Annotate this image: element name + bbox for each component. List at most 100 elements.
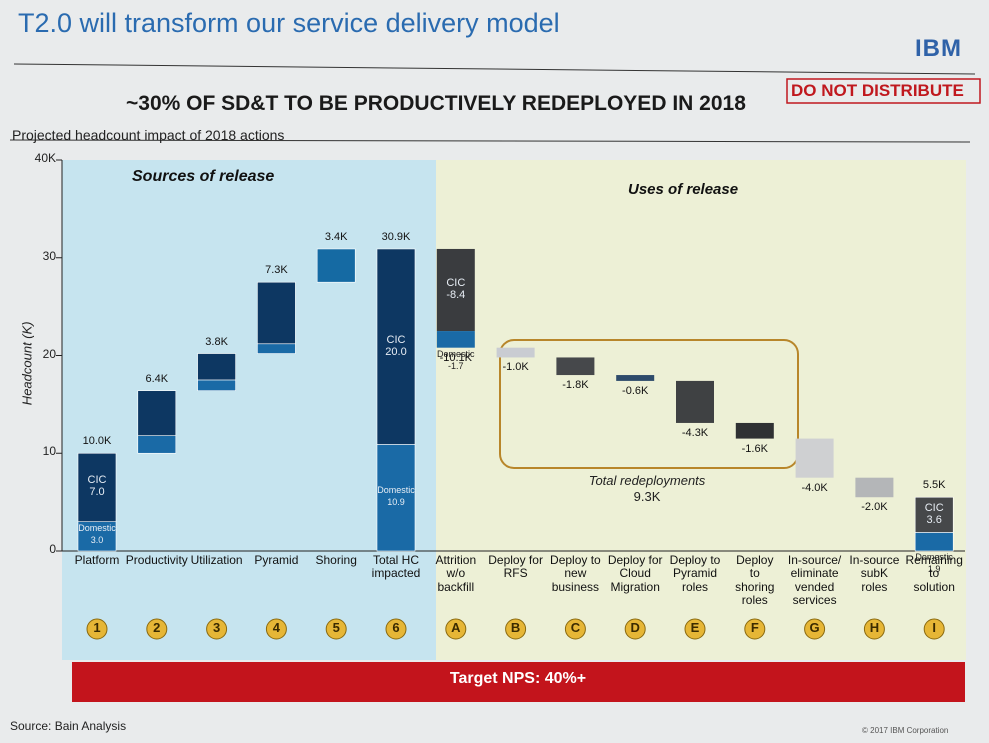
bar-segment <box>676 380 714 423</box>
x-tick-label: Platform <box>74 553 120 567</box>
segment-label: 3.6 <box>926 513 942 526</box>
segment-name: CIC <box>386 333 406 346</box>
bar-segment <box>496 347 535 358</box>
badge-label: 5 <box>332 620 340 635</box>
badge-label: D <box>630 620 640 635</box>
bar-segment <box>257 343 296 354</box>
badge-label: G <box>809 620 820 635</box>
section-label: Sources of release <box>132 168 275 185</box>
badge <box>505 618 527 640</box>
x-tick-label: Total HC impacted <box>371 553 421 581</box>
value-label: -1.6K <box>741 442 768 455</box>
badge-label: 6 <box>392 620 400 635</box>
y-axis-label: Headcount (K) <box>19 321 35 406</box>
x-tick-label: Deploy to new business <box>550 553 601 594</box>
copyright: © 2017 IBM Corporation <box>862 726 949 735</box>
x-tick-label: Attrition w/o backfill <box>435 553 477 594</box>
segment-label: -1.7 <box>448 360 464 371</box>
y-tick-label: 0 <box>49 542 56 556</box>
value-label: -2.0K <box>861 501 888 514</box>
value-label: 6.4K <box>145 372 169 385</box>
bar-segment <box>914 532 954 552</box>
badge <box>86 618 108 640</box>
banner: Target NPS: 40%+ <box>449 670 587 687</box>
x-tick-label: Deploy to shoring roles <box>735 553 775 608</box>
annotation: 9.3K <box>633 489 661 504</box>
badge-label: 3 <box>212 620 221 635</box>
badge-label: 4 <box>272 620 281 635</box>
badge <box>624 618 646 640</box>
badge <box>206 618 228 640</box>
y-tick-label: 10 <box>42 444 56 459</box>
segment-name: Domestic <box>78 523 116 534</box>
badge-label: C <box>570 620 581 635</box>
value-label: 3.4K <box>324 230 348 243</box>
badge-label: A <box>451 620 461 635</box>
badge-label: H <box>869 620 880 635</box>
x-tick-label: Deploy for Cloud Migration <box>607 553 663 594</box>
badge <box>265 618 287 640</box>
sources-panel <box>62 160 436 660</box>
value-label: 10.0K <box>82 435 112 448</box>
x-tick-label: Pyramid <box>254 553 299 567</box>
badge-label: 2 <box>153 620 161 635</box>
value-label: -4.0K <box>801 481 828 494</box>
badge <box>863 618 885 640</box>
subtitle: Projected headcount impact of 2018 actio… <box>12 127 285 143</box>
badge <box>684 618 706 640</box>
badge <box>385 618 407 640</box>
value-label: -1.0K <box>502 361 529 374</box>
banner-bar <box>72 662 965 702</box>
bar-segment <box>376 444 416 552</box>
segment-label: 10.9 <box>387 496 405 507</box>
value-label: -1.8K <box>562 379 589 392</box>
badge <box>804 618 826 640</box>
x-tick-label: In-source/ eliminate vended services <box>787 553 842 608</box>
bar-segment <box>316 248 356 283</box>
bar-segment <box>376 248 416 445</box>
x-tick-label: Deploy for RFS <box>488 553 543 581</box>
y-tick-label: 30 <box>42 248 56 263</box>
value-label: -0.6K <box>622 384 649 397</box>
segment-name: CIC <box>924 501 944 514</box>
redeploy-box <box>499 339 799 469</box>
bar-segment <box>77 452 117 522</box>
logo: IBM <box>915 35 962 62</box>
bar-segment <box>914 496 954 533</box>
bar-segment <box>197 353 236 381</box>
value-label: 5.5K <box>922 479 946 492</box>
x-tick-label: Productivity <box>125 553 188 567</box>
stamp-box <box>786 78 981 104</box>
bar-segment <box>436 331 475 348</box>
segment-label: 1.9 <box>927 564 941 574</box>
stamp: DO NOT DISTRIBUTE <box>791 81 964 100</box>
badge-label: B <box>510 620 521 635</box>
value-label: -10.1K <box>439 351 473 364</box>
bar-segment <box>137 390 177 436</box>
slide-title: T2.0 will transform our service delivery… <box>18 8 560 38</box>
badge <box>146 618 168 640</box>
source: Source: Bain Analysis <box>10 719 127 733</box>
segment-label: -8.4 <box>446 289 466 301</box>
bar-segment <box>735 422 774 439</box>
bar-segment <box>616 375 655 381</box>
x-tick-label: Shoring <box>315 553 357 567</box>
value-label: 30.9K <box>381 230 411 243</box>
value-label: 7.3K <box>265 264 288 277</box>
annotation: Total redeployments <box>588 473 706 488</box>
bar-segment <box>137 435 177 454</box>
badge-label: E <box>690 620 700 635</box>
bar-segment <box>257 281 296 345</box>
bar-segment <box>795 438 834 478</box>
x-tick-label: Utilization <box>190 553 243 567</box>
segment-name: Domestic <box>915 552 953 562</box>
x-tick-label: In-source subK roles <box>849 553 900 594</box>
bar-segment <box>197 379 236 391</box>
segment-label: 3.0 <box>90 535 104 546</box>
value-label: -4.3K <box>681 426 709 439</box>
y-tick-label: 20 <box>42 346 56 361</box>
segment-name: CIC <box>446 277 466 289</box>
badge-label: 1 <box>93 620 101 635</box>
